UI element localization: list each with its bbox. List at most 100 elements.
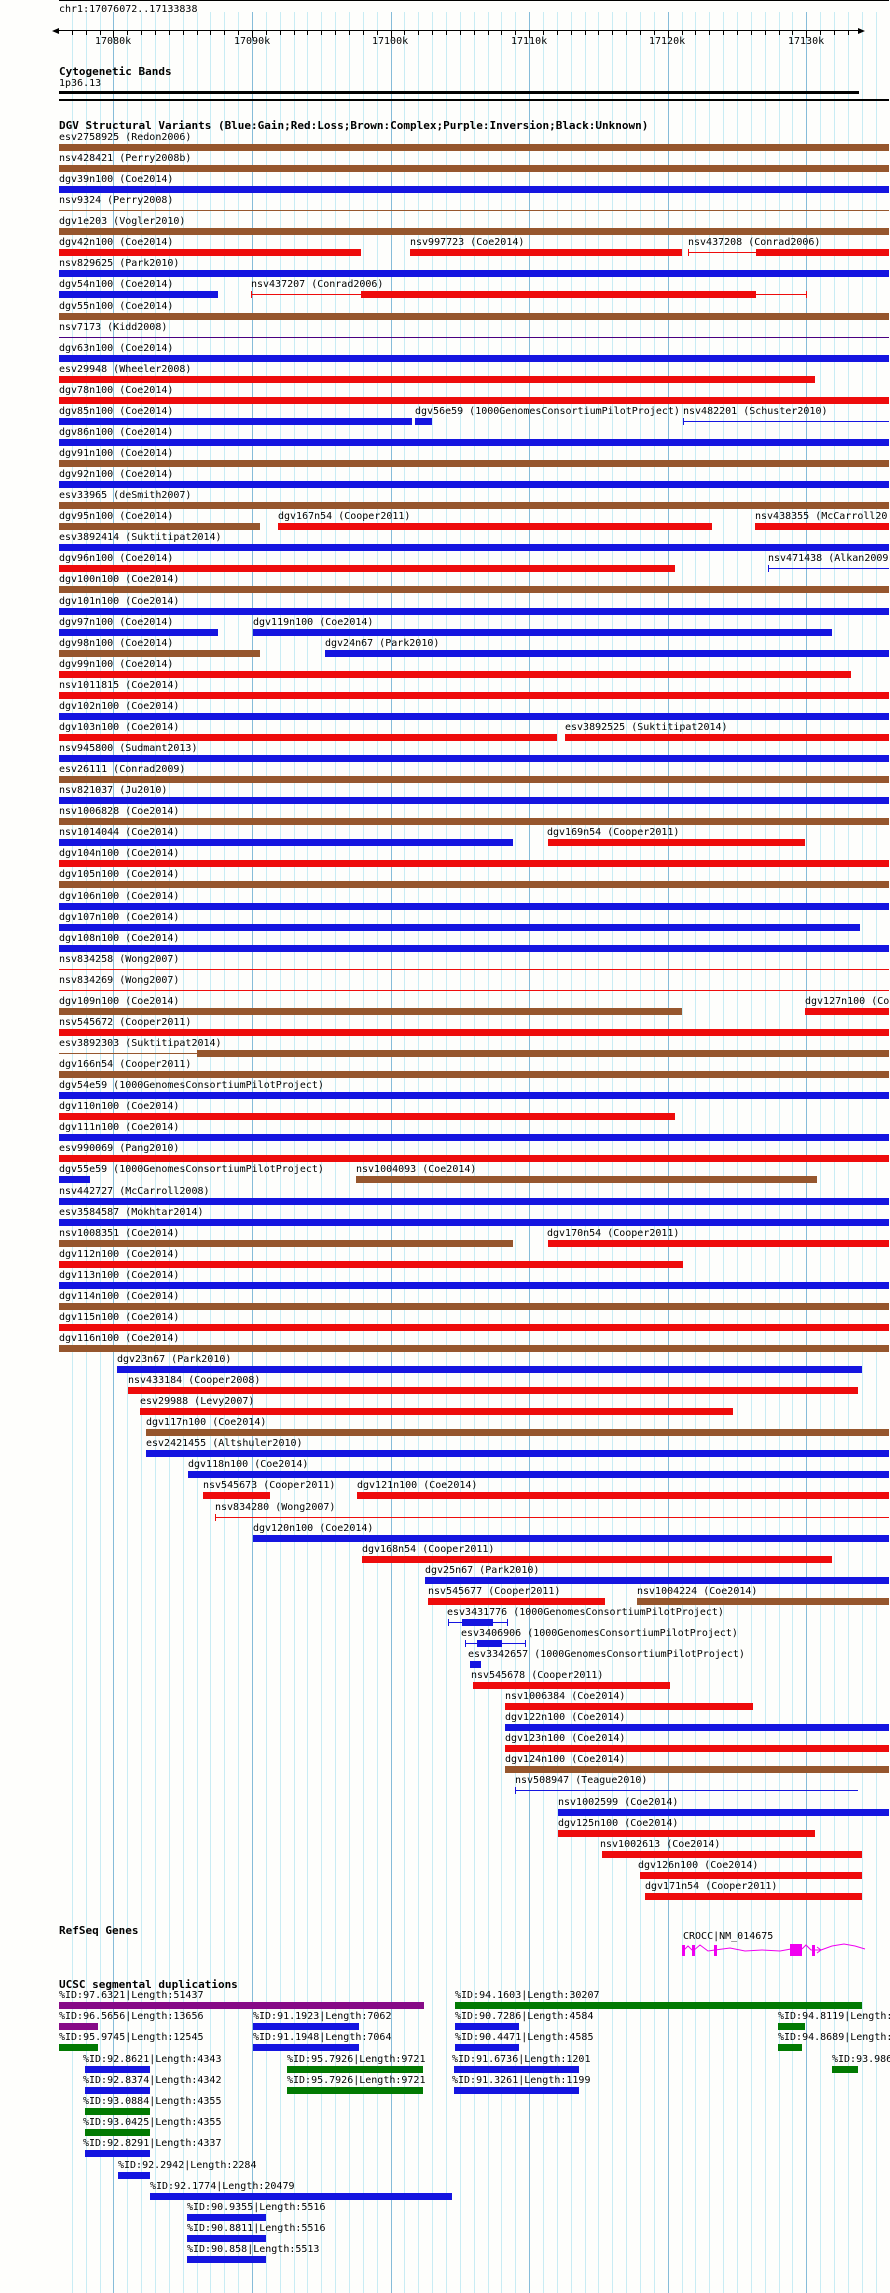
variant-label[interactable]: esv2758925 (Redon2006) [59, 132, 192, 143]
variant-label[interactable]: dgv55n100 (Coe2014) [59, 301, 174, 312]
segdup-bar[interactable] [150, 2193, 452, 2200]
variant-bar[interactable] [477, 1640, 502, 1647]
variant-label[interactable]: dgv95n100 (Coe2014) [59, 511, 174, 522]
variant-label[interactable]: nsv834258 (Wong2007) [59, 954, 180, 965]
segdup-label[interactable]: %ID:91.1948|Length:7064 [253, 2032, 392, 2043]
variant-label[interactable]: dgv54e59 (1000GenomesConsortiumPilotProj… [59, 1080, 324, 1091]
variant-bar[interactable] [558, 1830, 815, 1837]
segdup-label[interactable]: %ID:95.9745|Length:12545 [59, 2032, 204, 2043]
segdup-label[interactable]: %ID:94.1603|Length:30207 [455, 1990, 600, 2001]
variant-bar[interactable] [558, 1809, 889, 1816]
variant-label[interactable]: dgv54n100 (Coe2014) [59, 279, 174, 290]
variant-label[interactable]: nsv438355 (McCarroll20 [755, 511, 888, 522]
segdup-bar[interactable] [455, 2023, 519, 2030]
variant-label[interactable]: dgv78n100 (Coe2014) [59, 385, 174, 396]
variant-label[interactable]: esv3342657 (1000GenomesConsortiumPilotPr… [468, 1649, 745, 1660]
variant-label[interactable]: dgv99n100 (Coe2014) [59, 659, 174, 670]
variant-label[interactable]: dgv103n100 (Coe2014) [59, 722, 180, 733]
variant-bar[interactable] [215, 1517, 889, 1518]
variant-label[interactable]: nsv9324 (Perry2008) [59, 195, 174, 206]
variant-bar[interactable] [768, 568, 889, 569]
variant-label[interactable]: dgv97n100 (Coe2014) [59, 617, 174, 628]
variant-label[interactable]: dgv92n100 (Coe2014) [59, 469, 174, 480]
variant-label[interactable]: dgv122n100 (Coe2014) [505, 1712, 626, 1723]
variant-label[interactable]: dgv112n100 (Coe2014) [59, 1249, 180, 1260]
variant-label[interactable]: dgv113n100 (Coe2014) [59, 1270, 180, 1281]
segdup-bar[interactable] [85, 2108, 150, 2115]
variant-label[interactable]: nsv545673 (Cooper2011) [203, 1480, 336, 1491]
variant-label[interactable]: esv3892414 (Suktitipat2014) [59, 532, 222, 543]
variant-bar[interactable] [59, 839, 513, 846]
variant-label[interactable]: nsv1006828 (Coe2014) [59, 806, 180, 817]
segdup-label[interactable]: %ID:91.3261|Length:1199 [452, 2075, 591, 2086]
variant-label[interactable]: nsv1006384 (Coe2014) [505, 1691, 626, 1702]
variant-bar[interactable] [357, 1492, 889, 1499]
variant-label[interactable]: dgv63n100 (Coe2014) [59, 343, 174, 354]
variant-bar[interactable] [59, 1282, 889, 1289]
segdup-label[interactable]: %ID:93.0884|Length:4355 [83, 2096, 222, 2107]
variant-label[interactable]: dgv102n100 (Coe2014) [59, 701, 180, 712]
variant-bar[interactable] [59, 650, 260, 657]
variant-label[interactable]: dgv115n100 (Coe2014) [59, 1312, 180, 1323]
variant-label[interactable]: dgv168n54 (Cooper2011) [362, 1544, 495, 1555]
variant-bar[interactable] [59, 439, 889, 446]
variant-bar[interactable] [428, 1598, 605, 1605]
variant-label[interactable]: dgv100n100 (Coe2014) [59, 574, 180, 585]
variant-label[interactable]: dgv25n67 (Park2010) [425, 1565, 540, 1576]
segdup-bar[interactable] [187, 2214, 266, 2221]
variant-label[interactable]: dgv105n100 (Coe2014) [59, 869, 180, 880]
variant-label[interactable]: dgv169n54 (Cooper2011) [547, 827, 680, 838]
segdup-bar[interactable] [85, 2129, 150, 2136]
variant-bar[interactable] [410, 249, 682, 256]
variant-label[interactable]: dgv42n100 (Coe2014) [59, 237, 174, 248]
variant-bar[interactable] [505, 1766, 889, 1773]
variant-bar[interactable] [637, 1598, 889, 1605]
segdup-label[interactable]: %ID:90.4471|Length:4585 [455, 2032, 594, 2043]
variant-bar[interactable] [515, 1790, 858, 1791]
variant-label[interactable]: nsv482201 (Schuster2010) [683, 406, 828, 417]
variant-label[interactable]: nsv829625 (Park2010) [59, 258, 180, 269]
variant-label[interactable]: esv3406906 (1000GenomesConsortiumPilotPr… [461, 1628, 738, 1639]
variant-label[interactable]: dgv116n100 (Coe2014) [59, 1333, 180, 1344]
variant-label[interactable]: nsv442727 (McCarroll2008) [59, 1186, 210, 1197]
variant-label[interactable]: nsv1002599 (Coe2014) [558, 1797, 679, 1808]
variant-label[interactable]: dgv56e59 (1000GenomesConsortiumPilotProj… [415, 406, 680, 417]
segdup-label[interactable]: %ID:90.8811|Length:5516 [187, 2223, 326, 2234]
variant-label[interactable]: nsv834280 (Wong2007) [215, 1502, 336, 1513]
variant-label[interactable]: nsv834269 (Wong2007) [59, 975, 180, 986]
variant-bar[interactable] [756, 249, 889, 256]
variant-label[interactable]: esv990069 (Pang2010) [59, 1143, 180, 1154]
variant-label[interactable]: nsv545672 (Cooper2011) [59, 1017, 192, 1028]
variant-bar[interactable] [59, 990, 889, 991]
variant-bar[interactable] [59, 523, 260, 530]
segdup-bar[interactable] [253, 2023, 359, 2030]
variant-bar[interactable] [59, 481, 889, 488]
variant-bar[interactable] [59, 818, 889, 825]
variant-bar[interactable] [59, 1008, 682, 1015]
segdup-bar[interactable] [832, 2066, 858, 2073]
variant-label[interactable]: nsv1011815 (Coe2014) [59, 680, 180, 691]
variant-label[interactable]: nsv821037 (Ju2010) [59, 785, 168, 796]
variant-bar[interactable] [59, 692, 889, 699]
variant-label[interactable]: dgv166n54 (Cooper2011) [59, 1059, 192, 1070]
segdup-bar[interactable] [85, 2087, 150, 2094]
segdup-bar[interactable] [454, 2087, 579, 2094]
variant-bar[interactable] [59, 1324, 889, 1331]
variant-bar[interactable] [59, 1219, 889, 1226]
variant-label[interactable]: nsv428421 (Perry2008b) [59, 153, 192, 164]
variant-bar[interactable] [278, 523, 712, 530]
variant-label[interactable]: nsv1004224 (Coe2014) [637, 1586, 758, 1597]
variant-bar[interactable] [59, 502, 889, 509]
variant-label[interactable]: nsv437208 (Conrad2006) [688, 237, 821, 248]
segdup-label[interactable]: %ID:92.2942|Length:2284 [118, 2160, 257, 2171]
variant-bar[interactable] [361, 291, 756, 298]
variant-bar[interactable] [59, 1092, 889, 1099]
variant-bar[interactable] [59, 671, 851, 678]
segdup-bar[interactable] [455, 2044, 519, 2051]
variant-bar[interactable] [59, 186, 889, 193]
variant-label[interactable]: esv3892303 (Suktitipat2014) [59, 1038, 222, 1049]
variant-bar[interactable] [59, 291, 218, 298]
variant-label[interactable]: dgv171n54 (Cooper2011) [645, 1881, 778, 1892]
variant-bar[interactable] [59, 228, 889, 235]
variant-label[interactable]: esv2421455 (Altshuler2010) [146, 1438, 303, 1449]
